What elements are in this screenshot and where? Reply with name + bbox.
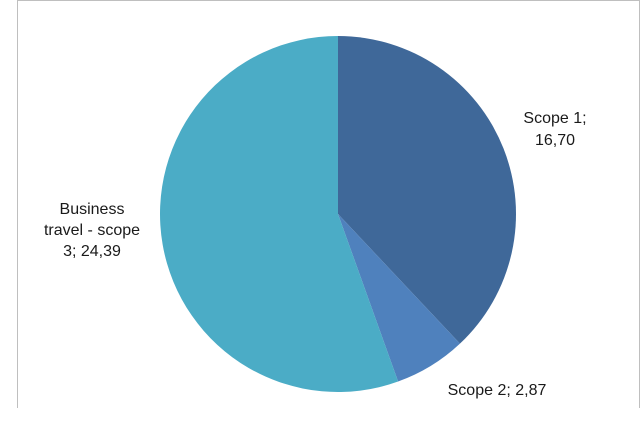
pie-slices bbox=[160, 36, 516, 392]
data-label-scope-1: Scope 1; 16,70 bbox=[523, 110, 586, 149]
data-label-business-travel-scope-3: Business travel - scope 3; 24,39 bbox=[44, 201, 140, 260]
data-label-scope-2: Scope 2; 2,87 bbox=[448, 382, 547, 399]
